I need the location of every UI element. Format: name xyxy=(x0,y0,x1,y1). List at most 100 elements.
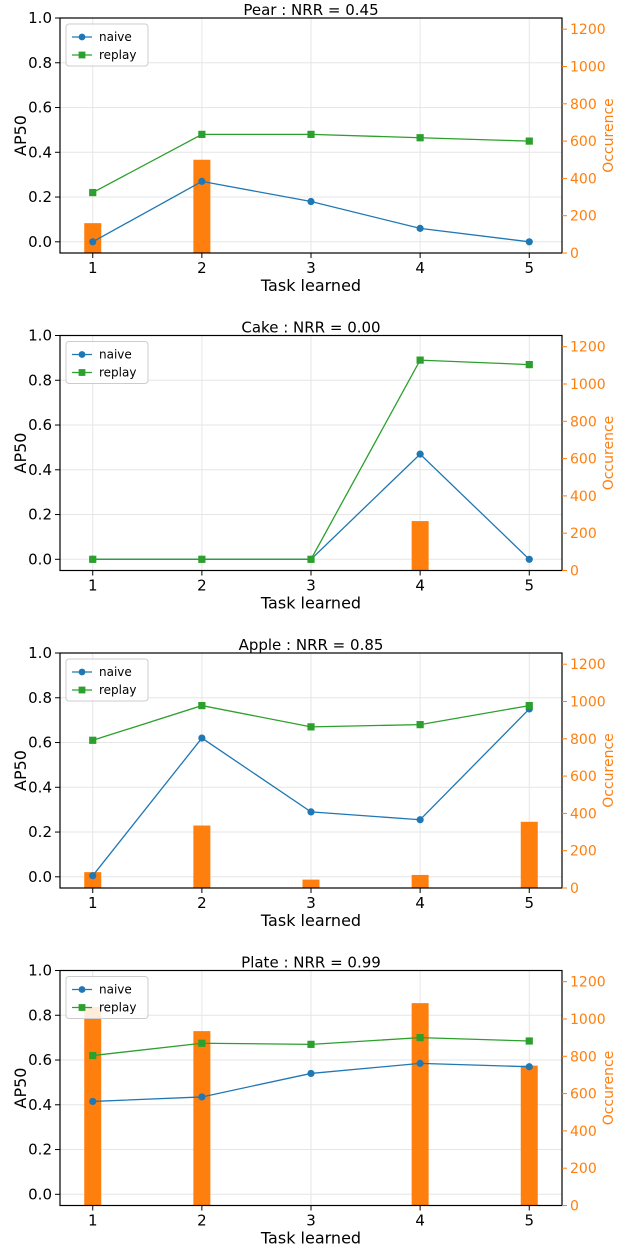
replay-point xyxy=(416,134,424,142)
legend-label: replay xyxy=(99,48,136,62)
occurrence-bar xyxy=(84,223,102,253)
y2-tick-label: 600 xyxy=(570,452,597,468)
replay-point xyxy=(89,1051,97,1060)
naive-legend-marker xyxy=(78,351,86,358)
y2-tick-label: 1200 xyxy=(570,657,606,673)
naive-point xyxy=(416,450,424,458)
y-axis-label: AP50 xyxy=(11,750,30,791)
legend-label: replay xyxy=(99,366,136,380)
y-tick-label: 0.8 xyxy=(28,1006,52,1024)
y2-tick-label: 0 xyxy=(570,881,579,897)
replay-point xyxy=(198,555,206,563)
y2-tick-label: 200 xyxy=(570,526,597,542)
naive-point xyxy=(416,224,424,232)
x-tick-label: 2 xyxy=(197,577,207,595)
legend-label: replay xyxy=(99,1001,136,1015)
naive-point xyxy=(525,238,533,246)
y2-tick-label: 200 xyxy=(570,1161,597,1177)
y2-tick-label: 0 xyxy=(570,1199,579,1215)
chart-panel: 0.0 0.2 0.4 0.6 0.8 1.0 0 200 400 600 800 1000 1200 1… xyxy=(11,636,617,930)
y2-tick-label: 400 xyxy=(570,1124,597,1140)
x-tick-label: 4 xyxy=(415,577,425,595)
y2-tick-label: 200 xyxy=(570,209,597,225)
x-tick-label: 5 xyxy=(524,577,534,595)
y2-axis-label: Occurence xyxy=(601,98,617,173)
x-axis-label: Task learned xyxy=(260,594,361,613)
replay-point xyxy=(89,736,97,744)
replay-point xyxy=(198,701,206,710)
replay-point xyxy=(416,1034,424,1042)
y2-tick-label: 0 xyxy=(570,246,579,262)
y2-tick-label: 1000 xyxy=(570,59,606,75)
y2-tick-label: 400 xyxy=(570,489,597,505)
y-axis-label: AP50 xyxy=(11,115,30,156)
legend-label: naive xyxy=(99,30,132,44)
naive-legend-marker xyxy=(78,986,86,993)
chart-title: Apple : NRR = 0.85 xyxy=(239,636,384,654)
x-tick-label: 5 xyxy=(524,1212,534,1230)
occurrence-bar xyxy=(302,879,320,888)
y-axis-label: AP50 xyxy=(11,433,30,474)
y2-tick-label: 1200 xyxy=(570,340,606,356)
x-tick-label: 2 xyxy=(197,894,207,912)
naive-legend-marker xyxy=(78,668,86,676)
y2-tick-label: 600 xyxy=(570,1087,597,1103)
y2-axis-label: Occurence xyxy=(601,416,617,491)
y2-tick-label: 1000 xyxy=(570,1012,606,1028)
replay-point xyxy=(198,130,206,138)
y-tick-label: 0.4 xyxy=(28,1096,52,1114)
naive-point xyxy=(307,1069,315,1078)
x-axis-label: Task learned xyxy=(260,276,361,295)
replay-point xyxy=(307,130,315,138)
y2-tick-label: 1200 xyxy=(570,22,606,38)
legend-label: naive xyxy=(99,348,132,362)
y-tick-label: 0.2 xyxy=(28,823,52,841)
naive-point xyxy=(198,734,206,742)
naive-point xyxy=(525,1063,533,1071)
occurrence-bar xyxy=(193,159,211,253)
y-tick-label: 0.6 xyxy=(28,99,52,117)
x-tick-label: 3 xyxy=(306,1212,316,1230)
naive-point xyxy=(198,177,206,185)
occurrence-bar xyxy=(411,874,429,888)
occurrence-bar xyxy=(84,1006,102,1206)
x-axis-label: Task learned xyxy=(260,911,361,930)
occurrence-bar xyxy=(193,825,211,888)
y-tick-label: 0.6 xyxy=(28,416,52,434)
naive-point xyxy=(198,1093,206,1101)
x-tick-label: 1 xyxy=(88,894,98,912)
y-tick-label: 0.6 xyxy=(28,1051,52,1069)
x-tick-label: 2 xyxy=(197,1212,207,1230)
chart-panel: 0.0 0.2 0.4 0.6 0.8 1.0 0 200 400 600 800 1000 1200 1… xyxy=(11,954,617,1245)
replay-point xyxy=(307,1040,315,1048)
y-tick-label: 0.0 xyxy=(28,868,52,886)
y2-tick-label: 400 xyxy=(570,171,597,187)
x-tick-label: 3 xyxy=(306,894,316,912)
occurrence-bar xyxy=(520,821,538,888)
x-tick-label: 5 xyxy=(524,259,534,277)
x-tick-label: 3 xyxy=(306,577,316,595)
y-tick-label: 0.4 xyxy=(28,461,52,479)
y-tick-label: 0.4 xyxy=(28,143,52,161)
y2-axis-label: Occurence xyxy=(601,1051,617,1126)
y-tick-label: 1.0 xyxy=(28,327,52,345)
y2-tick-label: 600 xyxy=(570,134,597,150)
x-tick-label: 1 xyxy=(88,577,98,595)
y-tick-label: 1.0 xyxy=(28,644,52,662)
naive-point xyxy=(89,1097,97,1106)
legend-label: replay xyxy=(99,683,136,697)
replay-point xyxy=(307,723,315,731)
x-tick-label: 4 xyxy=(415,1212,425,1230)
y-tick-label: 0.0 xyxy=(28,550,52,568)
replay-point xyxy=(525,701,533,710)
y-tick-label: 0.4 xyxy=(28,778,52,796)
y2-tick-label: 200 xyxy=(570,844,597,860)
naive-point xyxy=(416,1059,424,1067)
replay-legend-marker xyxy=(78,686,86,694)
y2-tick-label: 1000 xyxy=(570,694,606,710)
y-tick-label: 1.0 xyxy=(28,9,52,27)
replay-point xyxy=(525,360,533,369)
y2-tick-label: 800 xyxy=(570,1049,597,1065)
replay-point xyxy=(525,137,533,145)
